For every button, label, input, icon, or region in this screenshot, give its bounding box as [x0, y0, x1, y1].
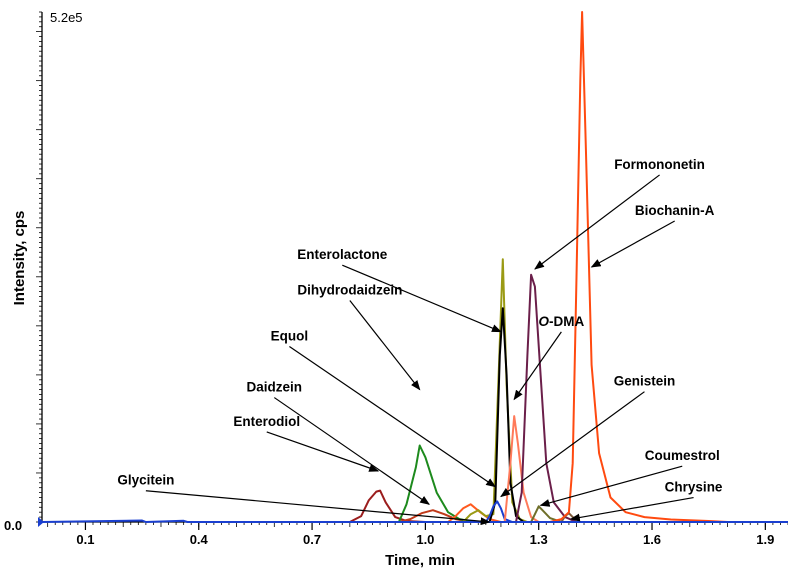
x-tick-label: 0.4	[190, 532, 209, 547]
annotation-label: Formononetin	[614, 157, 705, 172]
annotation-label: O-DMA	[538, 314, 584, 329]
annotation-arrow	[500, 391, 645, 498]
series-line-11	[549, 11, 728, 523]
annotation-label: Chrysine	[665, 480, 723, 495]
y-axis-title: Intensity, cps	[11, 211, 28, 306]
x-tick-label: 1.6	[643, 532, 661, 547]
series-line-8	[515, 273, 577, 523]
annotation-arrow	[534, 174, 660, 270]
x-tick-label: 0.7	[303, 532, 321, 547]
annotation-arrow	[569, 497, 694, 522]
annotation-arrow	[513, 331, 562, 401]
annotation-arrow	[273, 397, 430, 505]
annotation-label: Dihydrodaidzein	[297, 282, 402, 297]
series-layer	[41, 11, 788, 523]
annotation-label: Biochanin-A	[635, 203, 715, 218]
annotation-arrow	[342, 264, 502, 333]
annotation-arrow	[349, 300, 421, 391]
x-tick-label: 0.1	[76, 532, 94, 547]
series-line-9	[530, 505, 562, 523]
baseline-marker-icon	[38, 517, 44, 527]
y-max-label: 5.2e5	[50, 10, 83, 25]
annotation-label: Equol	[271, 329, 309, 344]
annotation-label: Enterolactone	[297, 247, 388, 262]
x-tick-label: 1.0	[416, 532, 434, 547]
annotation-arrow	[145, 490, 491, 526]
x-axis-title: Time, min	[385, 552, 455, 569]
annotation-label: Enterodiol	[233, 414, 300, 429]
x-tick-label: 1.9	[756, 532, 774, 547]
annotation-label: Glycitein	[117, 473, 174, 488]
annotation-arrow	[289, 346, 497, 488]
x-tick-label: 1.3	[530, 532, 548, 547]
annotation-label: Daidzein	[247, 380, 303, 395]
annotation-arrow	[590, 220, 675, 268]
y-min-label: 0.0	[4, 518, 22, 533]
annotation-label: Genistein	[614, 374, 676, 389]
series-line-5	[488, 307, 525, 523]
series-line-7	[503, 415, 540, 523]
series-line-12	[41, 519, 788, 523]
annotation-label: Coumestrol	[645, 448, 720, 463]
annotation-arrow	[266, 431, 380, 472]
axes: 0.1 0.4 0.7 1.0 1.3 1.6 1.9	[36, 11, 788, 547]
annotation-arrow	[539, 465, 683, 507]
annotation-layer: Formononetin Biochanin-A Enterolactone Dihy…	[117, 157, 723, 526]
